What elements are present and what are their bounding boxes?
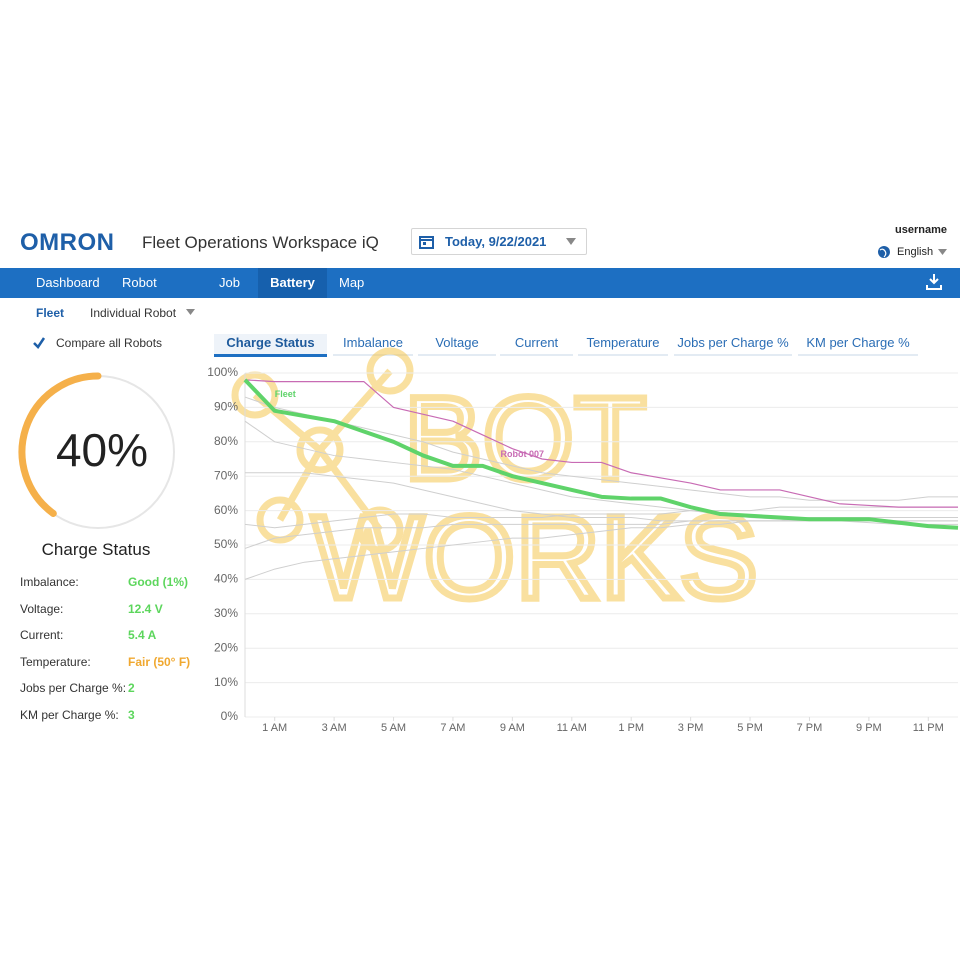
watermark-edge [276, 448, 324, 522]
y-tick-label: 100% [207, 365, 238, 379]
globe-icon [878, 246, 890, 258]
stat-label: KM per Charge %: [20, 707, 119, 722]
stat-value: 12.4 V [128, 601, 163, 616]
nav-item[interactable]: Robot Status [122, 275, 159, 320]
gauge-arc [18, 372, 102, 517]
y-tick-label: 10% [214, 675, 238, 689]
x-tick-label: 5 PM [737, 722, 763, 734]
x-tick-label: 3 AM [322, 722, 347, 734]
y-tick-label: 30% [214, 606, 238, 620]
gauge-title: Charge Status [41, 540, 151, 559]
watermark-edge [252, 392, 323, 453]
series-line [244, 516, 958, 580]
series-line [244, 379, 958, 508]
y-tick-label: 90% [214, 400, 238, 414]
stat-value: 3 [128, 707, 135, 722]
stat-label: Imbalance: [20, 575, 79, 589]
nav-item[interactable]: Map [339, 275, 365, 290]
watermark-edge [317, 447, 383, 533]
stat-label: Jobs per Charge %: [20, 681, 127, 695]
watermark-node [256, 496, 304, 544]
caret [938, 249, 947, 255]
chart-tab[interactable]: Charge Status [214, 334, 327, 357]
watermark-node [366, 347, 414, 395]
watermark-node [296, 426, 344, 474]
watermark-node [356, 506, 404, 554]
y-tick-label: 70% [214, 468, 238, 482]
language[interactable]: English [897, 246, 934, 258]
stat-label: Temperature: [20, 654, 91, 669]
x-tick-label: 1 PM [618, 722, 644, 734]
x-tick-label: 3 PM [678, 722, 704, 734]
x-tick-label: 11 AM [557, 722, 587, 734]
logo: OMRON [20, 229, 115, 256]
gauge: 40% [18, 372, 175, 529]
stat-value: Fair (50° F) [128, 654, 191, 669]
series-line [244, 506, 958, 529]
check-mark [33, 337, 46, 349]
chart-tab[interactable]: Voltage [418, 334, 496, 356]
y-tick-label: 0% [221, 709, 239, 723]
x-tick-label: 5 AM [381, 722, 406, 734]
watermark-edge [317, 368, 393, 453]
series-label: Robot 007 [500, 449, 544, 459]
stat-label: Current: [20, 628, 64, 642]
subnav-item[interactable]: Fleet [36, 306, 65, 320]
chart-tab[interactable]: KM per Charge % [798, 334, 918, 356]
series-line [244, 396, 958, 501]
checkbox[interactable] [31, 335, 47, 351]
x-tick-label: 11 PM [913, 722, 944, 734]
nav-item[interactable]: Job [219, 275, 240, 290]
y-tick-label: 60% [214, 503, 238, 517]
watermark-node [231, 371, 279, 419]
y-tick-label: 80% [214, 434, 238, 448]
date-text: Today, 9/22/2021 [445, 234, 547, 249]
chart-tab[interactable]: Temperature [578, 334, 668, 356]
download-icon[interactable] [925, 273, 943, 291]
nav-bar: Dashboard Robot Status Job Battery Map [0, 268, 960, 320]
chart-tab[interactable]: Imbalance [333, 334, 413, 356]
caret [566, 238, 576, 245]
username[interactable]: username [895, 224, 947, 236]
subnav-item[interactable]: Individual Robot [90, 306, 177, 320]
gauge-label: 40% [56, 424, 148, 476]
stat-label: Voltage: [20, 601, 64, 616]
y-tick-label: 20% [214, 640, 238, 654]
y-tick-label: 40% [214, 572, 238, 586]
checkbox-label: Compare all Robots [56, 336, 163, 350]
stat-value: 2 [128, 681, 135, 695]
watermark-text: WORKS [312, 492, 758, 624]
x-tick-label: 9 PM [856, 722, 882, 734]
series-line [245, 472, 958, 522]
app-title: Fleet Operations Workspace iQ [142, 233, 379, 252]
x-tick-label: 7 PM [797, 722, 823, 734]
y-tick-label: 50% [214, 537, 238, 551]
nav-item[interactable]: Battery [258, 268, 327, 298]
calendar-icon [419, 236, 434, 249]
series-line [244, 520, 958, 549]
stat-value: 5.4 A [128, 628, 157, 642]
series-label: Fleet [275, 389, 296, 399]
watermark-text: BOT [404, 373, 647, 505]
caret [186, 309, 195, 315]
series-line [244, 420, 958, 525]
chart-tab[interactable]: Current [500, 334, 573, 356]
nav-item[interactable]: Dashboard [36, 275, 100, 290]
date-picker[interactable]: Today, 9/22/2021 [411, 228, 587, 255]
x-tick-label: 1 AM [262, 722, 287, 734]
chart-tab[interactable]: Jobs per Charge % [674, 334, 792, 356]
stat-value: Good (1%) [128, 575, 188, 589]
x-tick-label: 9 AM [500, 722, 525, 734]
x-tick-label: 7 AM [440, 722, 465, 734]
series-line [243, 378, 959, 530]
